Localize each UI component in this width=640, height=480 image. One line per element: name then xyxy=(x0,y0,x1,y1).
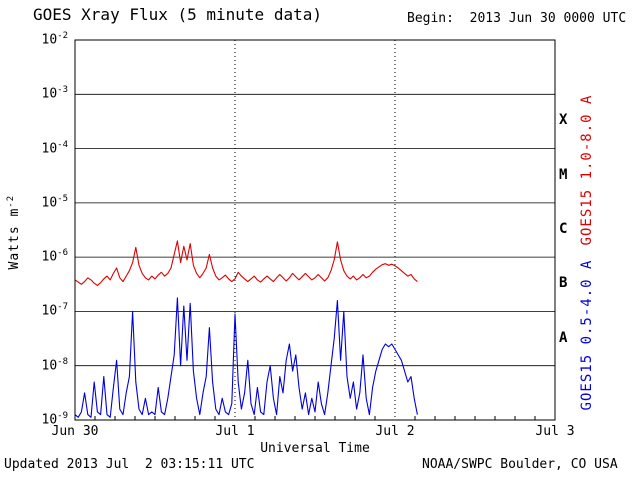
y-tick-label: 10-5 xyxy=(41,193,69,211)
y-tick-label: 10-2 xyxy=(41,31,69,48)
y-tick-label: 10-6 xyxy=(41,248,69,265)
flare-class-label: X xyxy=(559,112,568,129)
y-tick-label: 10-4 xyxy=(41,139,69,156)
y-axis-title-exponent: -2 xyxy=(5,194,16,208)
short-channel-flux-line xyxy=(74,297,418,418)
y-tick-label: 10-7 xyxy=(41,302,69,319)
x-tick-label: Jul 3 xyxy=(535,424,575,439)
flare-class-label: A xyxy=(559,329,568,346)
x-tick-label: Jul 2 xyxy=(375,424,415,439)
flare-class-label: M xyxy=(559,166,568,183)
source-attribution: NOAA/SWPC Boulder, CO USA xyxy=(422,457,618,472)
y-tick-label: 10-3 xyxy=(41,85,69,102)
flare-class-label: B xyxy=(559,275,568,292)
x-axis-title: Universal Time xyxy=(260,441,370,456)
y-tick-label: 10-9 xyxy=(41,411,69,428)
series-label-long-channel: GOES15 1.0-8.0 A xyxy=(579,94,595,246)
x-tick-label: Jul 1 xyxy=(215,424,255,439)
updated-timestamp: Updated 2013 Jul 2 03:15:11 UTC xyxy=(4,457,255,472)
plot-frame xyxy=(74,39,556,421)
x-tick-label: Jun 30 xyxy=(51,424,99,439)
chart-title: GOES Xray Flux (5 minute data) xyxy=(33,5,322,24)
flare-class-label: C xyxy=(559,221,568,237)
y-axis-title: Watts m-2 xyxy=(6,182,22,282)
long-channel-flux-line xyxy=(74,240,418,286)
begin-time-label: Begin: 2013 Jun 30 0000 UTC xyxy=(407,11,627,26)
y-tick-label: 10-8 xyxy=(41,356,69,374)
series-label-short-channel: GOES15 0.5-4.0 A xyxy=(579,259,595,411)
y-axis-title-base: Watts m xyxy=(7,207,23,270)
